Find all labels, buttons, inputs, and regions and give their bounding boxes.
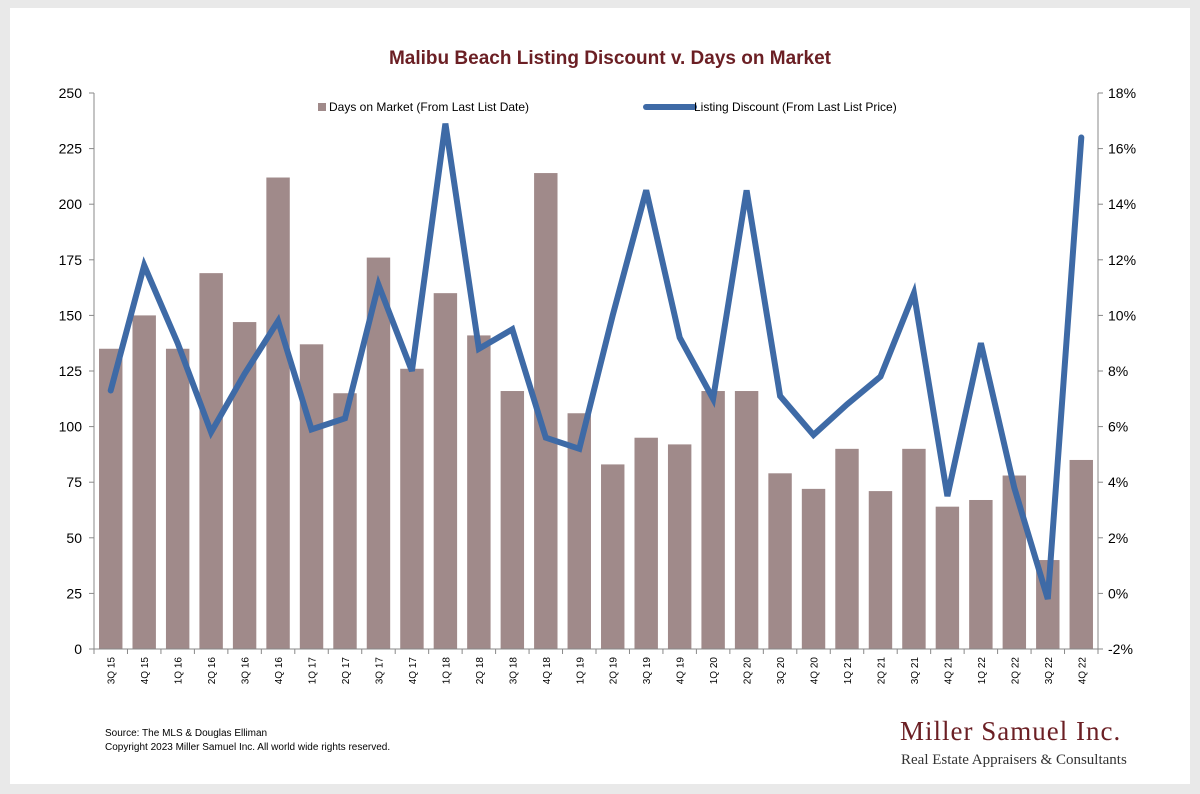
chart-card: Malibu Beach Listing Discount v. Days on… <box>10 8 1190 784</box>
combo-chart: Malibu Beach Listing Discount v. Days on… <box>59 48 1136 685</box>
bar-days-on-market <box>132 315 156 649</box>
x-tick-label: 4Q 22 <box>1077 657 1088 685</box>
x-tick-label: 2Q 20 <box>743 657 754 685</box>
bar-days-on-market <box>768 473 792 649</box>
y-left-tick-label: 225 <box>59 141 83 157</box>
bar-days-on-market <box>534 173 558 649</box>
bar-days-on-market <box>400 368 424 649</box>
x-tick-label: 3Q 18 <box>508 657 519 685</box>
y-right-tick-label: 6% <box>1108 419 1128 435</box>
bar-days-on-market <box>634 437 658 649</box>
y-right-tick-label: 14% <box>1108 196 1136 212</box>
y-right-tick-label: 2% <box>1108 530 1128 546</box>
y-left-tick-label: 175 <box>59 252 83 268</box>
bar-days-on-market <box>266 177 290 649</box>
legend-label-days-on-market: Days on Market (From Last List Date) <box>329 100 529 114</box>
x-tick-label: 3Q 15 <box>107 657 118 685</box>
x-tick-label: 2Q 21 <box>876 657 887 685</box>
y-left-tick-label: 50 <box>66 530 82 546</box>
x-tick-label: 2Q 18 <box>475 657 486 685</box>
x-tick-label: 3Q 22 <box>1044 657 1055 685</box>
legend-swatch-days-on-market <box>318 103 326 111</box>
y-left-tick-label: 150 <box>59 307 83 323</box>
y-left-tick-label: 125 <box>59 363 83 379</box>
bar-days-on-market <box>366 257 391 649</box>
bar-days-on-market <box>99 348 123 649</box>
y-right-tick-label: -2% <box>1108 641 1133 657</box>
bar-days-on-market <box>868 491 893 649</box>
bar-days-on-market <box>601 464 625 649</box>
y-left-tick-label: 0 <box>74 641 82 657</box>
x-tick-label: 2Q 22 <box>1010 657 1021 685</box>
bar-days-on-market <box>165 348 190 649</box>
y-right-tick-label: 8% <box>1108 363 1128 379</box>
x-tick-label: 1Q 20 <box>709 657 720 685</box>
x-tick-label: 3Q 20 <box>776 657 787 685</box>
x-tick-label: 1Q 17 <box>308 657 319 685</box>
x-tick-label: 1Q 22 <box>977 657 988 685</box>
line-listing-discount <box>107 123 1085 600</box>
bar-days-on-market <box>567 413 591 649</box>
bar-days-on-market <box>902 448 926 649</box>
y-right-tick-label: 12% <box>1108 252 1136 268</box>
bar-days-on-market <box>801 488 826 649</box>
x-tick-label: 4Q 17 <box>408 657 419 685</box>
brand-logo-text: Miller Samuel Inc. <box>900 716 1122 746</box>
y-right-tick-label: 0% <box>1108 585 1128 601</box>
chart-title: Malibu Beach Listing Discount v. Days on… <box>389 48 832 69</box>
y-left-tick-label: 200 <box>59 196 83 212</box>
brand-tagline: Real Estate Appraisers & Consultants <box>901 752 1127 768</box>
bar-days-on-market <box>734 391 759 649</box>
bar-days-on-market <box>969 499 993 649</box>
x-tick-label: 1Q 19 <box>575 657 586 685</box>
x-tick-label: 3Q 21 <box>910 657 921 685</box>
bar-days-on-market <box>299 344 324 649</box>
x-tick-label: 1Q 18 <box>441 657 452 685</box>
y-right-tick-label: 16% <box>1108 141 1136 157</box>
bar-days-on-market <box>232 322 257 649</box>
x-tick-label: 4Q 18 <box>542 657 553 685</box>
bar-days-on-market <box>701 391 725 649</box>
copyright-note: Copyright 2023 Miller Samuel Inc. All wo… <box>105 742 391 753</box>
bar-days-on-market <box>199 273 223 649</box>
y-right-tick-label: 18% <box>1108 85 1136 101</box>
bar-days-on-market <box>835 448 859 649</box>
x-tick-label: 3Q 17 <box>374 657 385 685</box>
bar-days-on-market <box>1002 475 1027 649</box>
x-tick-label: 1Q 16 <box>174 657 185 685</box>
y-left-tick-label: 25 <box>66 585 82 601</box>
x-tick-label: 4Q 20 <box>810 657 821 685</box>
x-tick-label: 4Q 19 <box>676 657 687 685</box>
bar-days-on-market <box>500 391 525 649</box>
y-right-tick-label: 4% <box>1108 474 1128 490</box>
x-tick-label: 4Q 21 <box>943 657 954 685</box>
y-left-tick-label: 100 <box>59 419 83 435</box>
y-right-tick-label: 10% <box>1108 307 1136 323</box>
x-tick-label: 2Q 19 <box>609 657 620 685</box>
y-left-tick-label: 250 <box>59 85 83 101</box>
x-tick-label: 2Q 17 <box>341 657 352 685</box>
bar-days-on-market <box>935 506 960 649</box>
bar-days-on-market <box>1069 459 1093 649</box>
bar-days-on-market <box>333 393 357 649</box>
bar-days-on-market <box>467 335 491 649</box>
x-tick-label: 4Q 15 <box>140 657 151 685</box>
x-tick-label: 3Q 19 <box>642 657 653 685</box>
legend-label-listing-discount: Listing Discount (From Last List Price) <box>694 100 897 114</box>
y-left-tick-label: 75 <box>66 474 82 490</box>
x-tick-label: 1Q 21 <box>843 657 854 685</box>
x-tick-label: 4Q 16 <box>274 657 285 685</box>
x-tick-label: 2Q 16 <box>207 657 218 685</box>
bar-days-on-market <box>433 293 458 649</box>
source-note: Source: The MLS & Douglas Elliman <box>105 728 268 739</box>
bar-days-on-market <box>667 444 692 649</box>
x-tick-label: 3Q 16 <box>241 657 252 685</box>
